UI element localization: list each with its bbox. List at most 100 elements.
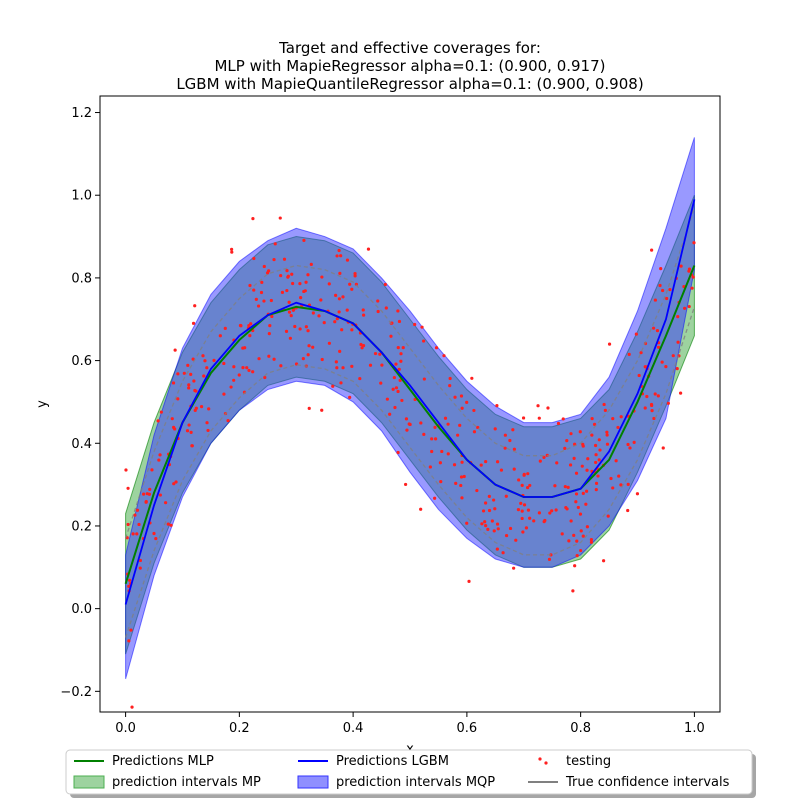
testing-point (574, 492, 579, 496)
testing-point (567, 539, 571, 543)
testing-point (320, 275, 324, 279)
testing-point (581, 491, 585, 495)
testing-point (397, 367, 401, 371)
testing-point (650, 409, 654, 413)
testing-point (128, 578, 132, 582)
testing-point (293, 324, 297, 329)
testing-point (262, 264, 266, 269)
testing-point (422, 339, 426, 343)
testing-point (542, 520, 546, 524)
testing-point (202, 374, 206, 378)
testing-point (465, 521, 469, 525)
testing-point (536, 404, 540, 408)
testing-point (383, 282, 387, 287)
testing-point (611, 486, 615, 490)
testing-point (589, 540, 594, 544)
testing-point (127, 639, 131, 643)
testing-point (495, 460, 500, 464)
testing-point (413, 322, 417, 327)
testing-point (483, 501, 488, 505)
testing-point (632, 440, 636, 445)
testing-point (501, 551, 505, 555)
testing-point (470, 376, 474, 380)
testing-point (207, 407, 211, 411)
testing-point (514, 538, 518, 542)
y-axis: −0.2 0.0 0.2 0.4 0.6 0.8 1.0 1.2 (60, 106, 100, 700)
testing-point (661, 288, 665, 293)
testing-point (248, 283, 252, 288)
testing-point (287, 300, 291, 304)
plot-frame (99, 95, 721, 713)
testing-point (169, 523, 173, 527)
testing-point (628, 446, 632, 450)
testing-point (345, 258, 350, 262)
testing-point (602, 402, 606, 407)
testing-point (130, 705, 134, 709)
testing-point (503, 433, 507, 437)
testing-point (538, 459, 542, 463)
testing-point (194, 389, 198, 393)
testing-point (273, 242, 277, 246)
testing-point (185, 429, 190, 433)
testing-point (495, 547, 499, 551)
testing-point (306, 329, 310, 333)
testing-point (396, 389, 400, 394)
testing-point (189, 430, 193, 434)
testing-point (585, 525, 589, 529)
x-tick-label: 0.4 (343, 721, 364, 736)
testing-point (486, 527, 490, 531)
testing-point (568, 463, 573, 467)
testing-point (396, 345, 400, 350)
testing-point (218, 334, 222, 338)
testing-point (282, 257, 287, 261)
testing-point (229, 385, 233, 389)
testing-point (189, 372, 193, 376)
testing-point (164, 501, 168, 505)
testing-point (581, 534, 585, 538)
x-tick-label: 1.0 (684, 721, 705, 736)
testing-point (561, 417, 565, 421)
testing-point (495, 404, 499, 408)
testing-point (306, 273, 310, 277)
testing-point (145, 492, 149, 496)
testing-point (138, 558, 143, 563)
testing-point (430, 437, 434, 441)
testing-point (479, 463, 483, 467)
testing-point (199, 405, 204, 409)
testing-point (487, 494, 491, 498)
testing-point (656, 394, 660, 398)
testing-point (335, 366, 339, 370)
testing-point (565, 507, 569, 511)
testing-point (565, 438, 569, 443)
testing-point (187, 386, 191, 390)
testing-point (627, 352, 631, 356)
testing-point (576, 505, 580, 510)
legend-label: Predictions MLP (112, 754, 214, 769)
testing-point (522, 503, 527, 507)
testing-point (446, 422, 450, 426)
testing-point (606, 514, 610, 518)
testing-point (430, 449, 434, 454)
testing-point (260, 280, 264, 284)
testing-point (291, 281, 295, 286)
testing-point (337, 297, 342, 301)
testing-point (279, 273, 283, 278)
testing-point (159, 410, 163, 414)
testing-point (338, 271, 342, 275)
testing-point (419, 421, 423, 425)
testing-point (361, 308, 365, 312)
testing-point (499, 468, 504, 472)
y-tick-label: 0.8 (71, 271, 92, 286)
testing-point (434, 346, 439, 350)
testing-point (222, 361, 226, 366)
testing-point (626, 508, 630, 513)
testing-point (556, 421, 561, 426)
testing-point (439, 480, 443, 484)
testing-point (593, 443, 598, 448)
testing-point (493, 427, 497, 431)
testing-point (581, 444, 585, 448)
testing-point (512, 447, 517, 451)
testing-point (254, 297, 258, 301)
testing-point (187, 383, 191, 387)
testing-point (585, 468, 589, 472)
